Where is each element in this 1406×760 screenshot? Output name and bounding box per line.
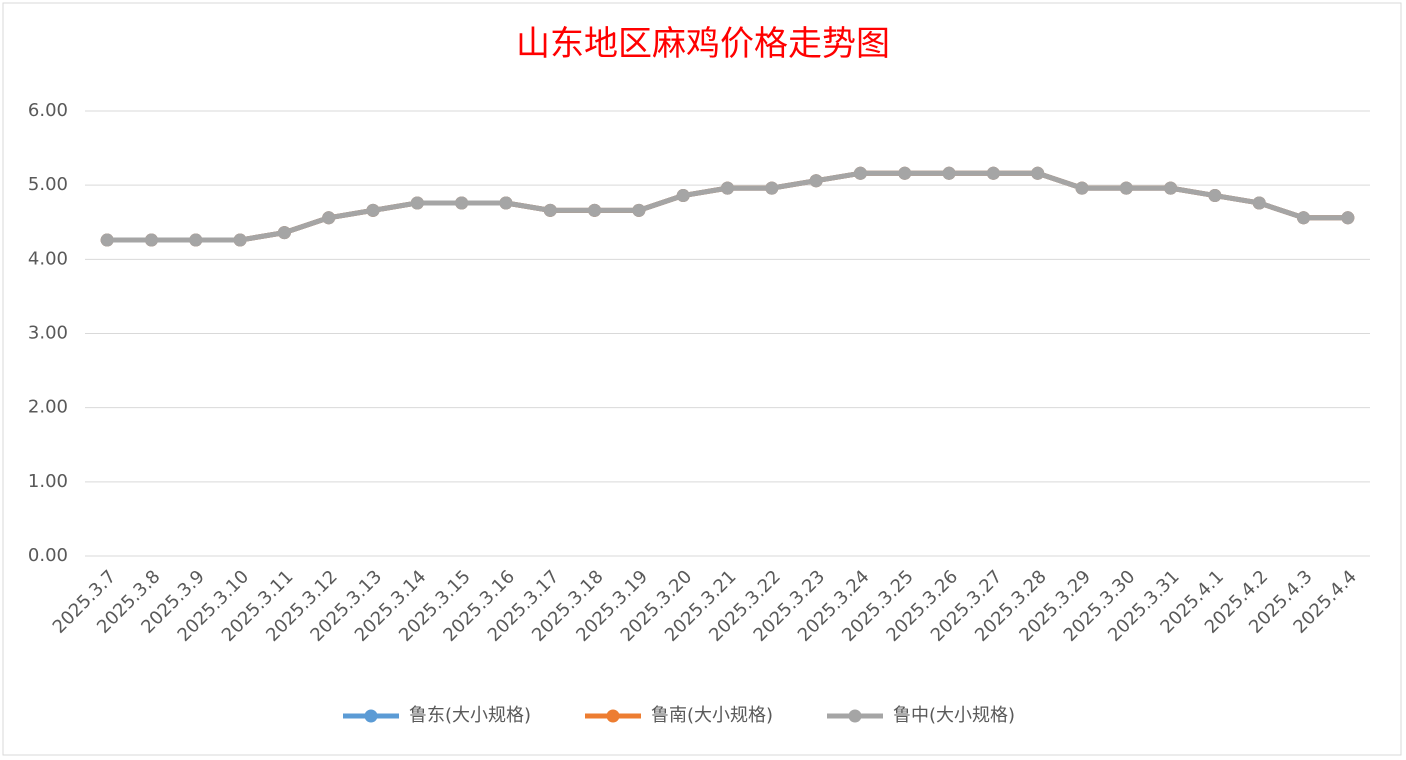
y-tick-label: 4.00 [28,248,68,269]
point [1119,181,1133,195]
point [853,166,867,180]
point [676,189,690,203]
point [1341,211,1355,225]
y-tick-label: 3.00 [28,323,68,344]
legend-marker [606,709,620,723]
point [1075,181,1089,195]
point [1208,189,1222,203]
point [1252,196,1266,210]
point [499,196,513,210]
point [588,203,602,217]
point [809,174,823,188]
point [1164,181,1178,195]
point [898,166,912,180]
point [100,233,114,247]
y-tick-label: 2.00 [28,397,68,418]
point [189,233,203,247]
point [721,181,734,195]
point [942,166,956,180]
point [1031,166,1045,180]
legend-marker [364,709,378,723]
chart-title: 山东地区麻鸡价格走势图 [516,24,890,64]
point [1297,211,1311,225]
y-tick-label: 5.00 [28,174,68,195]
point [144,233,158,247]
point [765,181,779,195]
point [366,203,380,217]
y-tick-label: 0.00 [28,545,68,566]
legend-marker [848,709,862,723]
legend-label: 鲁东(大小规格) [409,705,531,726]
point [322,211,336,225]
point [543,203,557,217]
legend-label: 鲁中(大小规格) [893,705,1015,726]
point [410,196,424,210]
point [277,226,291,240]
y-tick-label: 1.00 [28,471,68,492]
point [632,203,646,217]
y-tick-label: 6.00 [28,100,68,121]
point [455,196,469,210]
legend-label: 鲁南(大小规格) [651,705,773,726]
point [986,166,1000,180]
point [233,233,247,247]
